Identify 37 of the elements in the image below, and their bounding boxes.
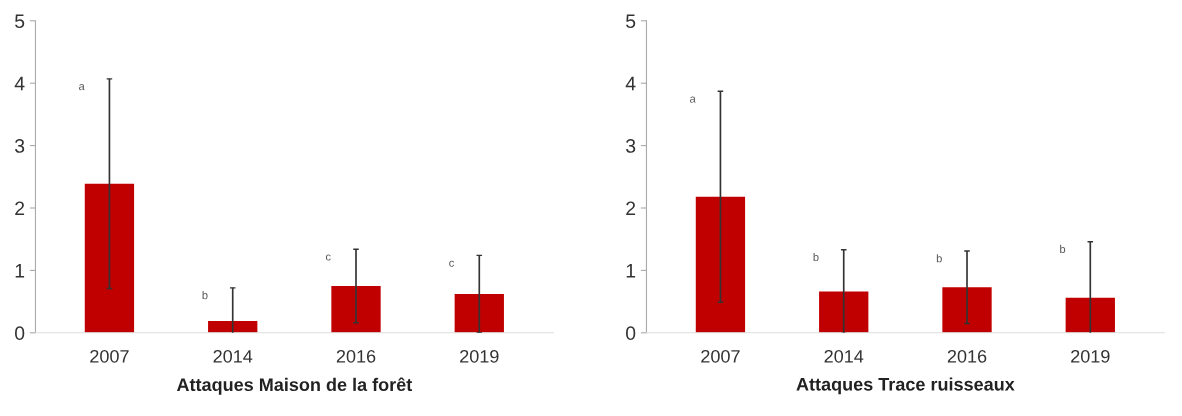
annotation: c — [449, 260, 454, 267]
y-tick-label: 5 — [15, 14, 25, 29]
annotation: b — [936, 254, 942, 263]
y-tick-label: 1 — [626, 264, 636, 278]
x-tick-label: 2014 — [213, 349, 253, 363]
bar — [331, 286, 381, 333]
x-tick-label: 2016 — [947, 349, 987, 363]
bar — [819, 291, 869, 333]
annotation: b — [202, 291, 208, 300]
bar — [695, 196, 746, 333]
y-tick-label: 5 — [626, 14, 636, 29]
x-axis-title: Attaques Maison de la forêt — [176, 377, 413, 395]
x-tick-label: 2007 — [90, 349, 129, 363]
x-tick-label: 2019 — [1071, 349, 1110, 363]
y-tick-label: 2 — [15, 201, 25, 216]
annotation: a — [690, 96, 696, 103]
y-tick-label: 4 — [625, 76, 636, 91]
y-tick-label: 2 — [626, 201, 636, 216]
bar — [942, 287, 992, 333]
x-tick-label: 2007 — [701, 349, 740, 363]
annotation: b — [1060, 244, 1066, 254]
y-tick-label: 4 — [14, 76, 25, 91]
y-tick-label: 1 — [15, 264, 25, 278]
y-tick-label: 3 — [14, 139, 25, 153]
bar — [454, 294, 504, 333]
x-tick-label: 2019 — [460, 349, 499, 363]
annotation: a — [79, 84, 85, 91]
bar — [84, 183, 135, 333]
annotation: c — [325, 254, 331, 261]
x-axis-title: Attaques Trace ruisseaux — [796, 377, 1015, 395]
y-tick-label: 0 — [626, 326, 636, 341]
y-tick-label: 0 — [14, 326, 25, 341]
x-tick-label: 2014 — [824, 349, 864, 363]
bar — [1065, 297, 1115, 333]
annotation: b — [813, 252, 819, 262]
y-tick-label: 3 — [625, 139, 636, 153]
x-tick-label: 2016 — [336, 349, 376, 363]
